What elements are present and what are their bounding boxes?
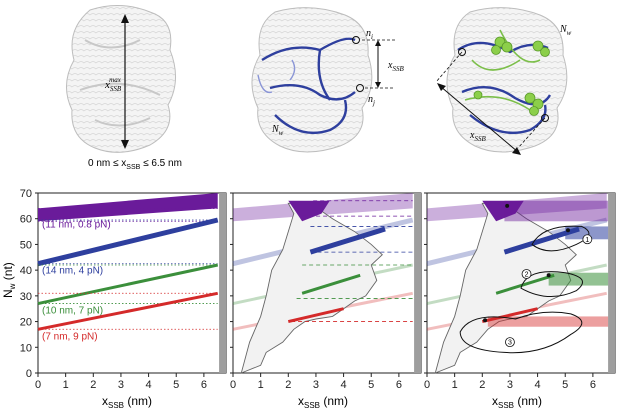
x-axis-label-right: xSSB (nm)	[492, 394, 542, 410]
series-label-0: (11 nm, 0.8 pN)	[42, 219, 111, 230]
x-tick-label: 5	[562, 379, 568, 391]
range-caption: 0 nm ≤ xSSB ≤ 6.5 nm	[88, 158, 182, 171]
excluded-region	[608, 193, 615, 373]
protein-structure-1: xSSBmax 0 nm ≤ xSSB ≤ 6.5 nm	[66, 5, 182, 171]
n-i-label: ni	[366, 28, 373, 41]
x-axis-label-left: xSSB (nm)	[102, 394, 152, 410]
seg-green	[495, 273, 555, 295]
region-marker	[505, 337, 515, 348]
xmax-label: xSSBmax	[104, 76, 122, 93]
xssb-label-3: xSSB	[469, 130, 486, 143]
y-tick-label: 20	[20, 317, 32, 329]
region-marker-label: 2	[525, 272, 529, 279]
x-tick-label: 4	[146, 379, 152, 391]
x-tick-label: 6	[590, 379, 596, 391]
series-line-3	[37, 291, 219, 331]
contour-3	[459, 311, 583, 354]
x-tick-label: 2	[479, 379, 485, 391]
band-purple	[504, 200, 609, 222]
y-tick-label: 40	[20, 265, 32, 277]
marker-dot	[483, 318, 488, 323]
x-tick-label: 6	[396, 379, 402, 391]
nw-label-3: Nw	[559, 24, 572, 37]
band-red	[487, 316, 609, 327]
x-tick-label: 5	[173, 379, 179, 391]
marker-dot	[505, 203, 510, 208]
x-tick-label: 5	[368, 379, 374, 391]
probability-outline	[240, 202, 383, 374]
y-tick-label: 50	[20, 239, 32, 251]
series-line-1	[37, 217, 219, 267]
series-band-0	[38, 193, 218, 222]
chart-panel-middle: 0 1 2 3 4 5 6	[230, 192, 422, 391]
band-blue	[565, 226, 609, 240]
nw-label-2: Nw	[271, 124, 284, 137]
x-tick-label: 0	[35, 379, 41, 391]
marker-dot	[566, 228, 570, 233]
protein-structure-3: xSSB Nw	[435, 7, 572, 155]
x-tick-label: 0	[230, 379, 236, 391]
probability-outline	[434, 202, 577, 374]
series-label-3: (7 nm, 9 pN)	[42, 331, 98, 342]
top-patch	[288, 200, 330, 222]
region-marker-label: 1	[585, 237, 589, 244]
seg-blue	[309, 226, 386, 255]
excluded-region	[219, 193, 226, 373]
x-tick-label: 3	[313, 379, 319, 391]
seg-red	[287, 307, 344, 324]
x-tick-label: 0	[424, 379, 430, 391]
top-patch	[482, 200, 524, 222]
n-j-label: nj	[368, 94, 375, 107]
series-label-2: (10 nm, 7 pN)	[42, 306, 103, 317]
region-marker-label: 3	[508, 340, 512, 347]
contour-2	[520, 271, 583, 297]
region-marker	[582, 234, 593, 245]
y-axis-label: Nw (nt)	[1, 262, 17, 298]
excluded-region	[414, 193, 421, 373]
y-tick-label: 10	[20, 342, 32, 354]
x-tick-label: 1	[258, 379, 264, 391]
x-tick-label: 2	[285, 379, 291, 391]
y-tick-label: 70	[20, 188, 32, 200]
chart-panel-right: 01234567123	[424, 192, 616, 391]
xssb-label-2: xSSB	[387, 60, 404, 73]
y-tick-label: 0	[26, 368, 32, 380]
x-tick-label: 3	[118, 379, 124, 391]
seg-green	[301, 273, 361, 295]
x-tick-label: 6	[201, 379, 207, 391]
series-label-1: (14 nm, 4 pN)	[42, 266, 103, 277]
x-tick-label: 1	[63, 379, 69, 391]
x-tick-label: 3	[507, 379, 513, 391]
x-axis-label-middle: xSSB (nm)	[298, 394, 348, 410]
x-tick-label: 4	[341, 379, 347, 391]
protein-structure-2: ni nj xSSB Nw	[251, 7, 404, 153]
x-tick-label: 1	[452, 379, 458, 391]
band-green	[548, 272, 609, 286]
y-tick-label: 60	[20, 214, 32, 226]
series-line-2	[37, 263, 219, 306]
x-tick-label: 2	[90, 379, 96, 391]
x-tick-label: 4	[535, 379, 541, 391]
seg-red	[481, 307, 538, 324]
marker-dot	[546, 273, 551, 278]
y-tick-label: 30	[20, 291, 32, 303]
region-marker	[521, 269, 532, 279]
